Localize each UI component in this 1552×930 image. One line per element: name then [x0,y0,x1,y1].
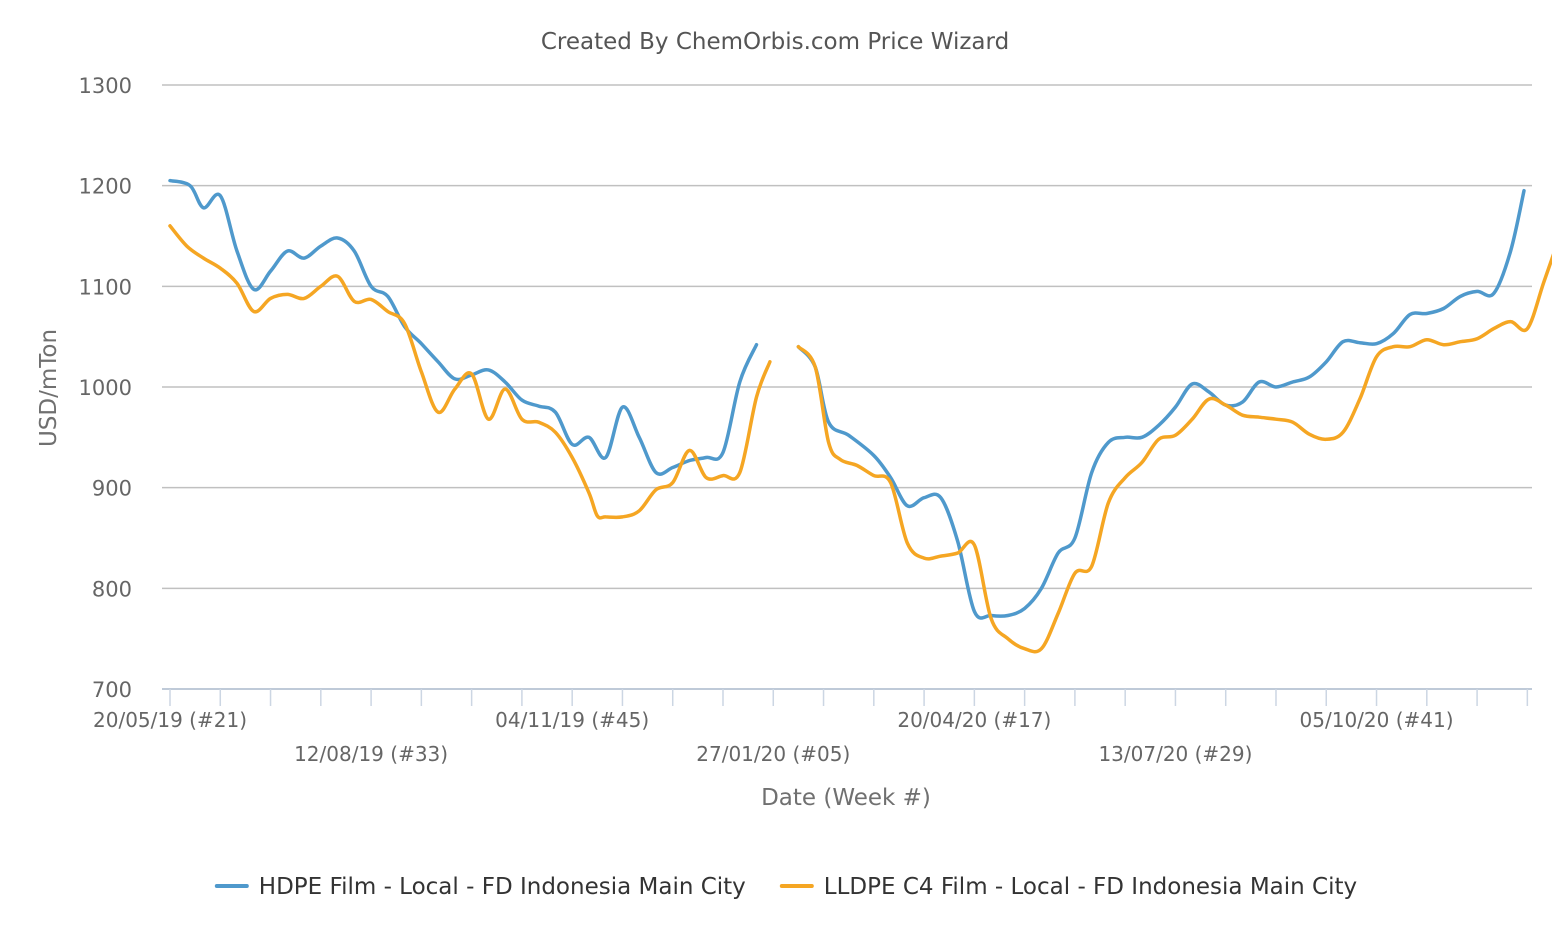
y-axis-ticks: 700 800 900 1000 1100 1200 1300 [79,74,132,702]
series-0-segment-1 [796,188,1526,620]
legend-item-0[interactable]: HDPE Film - Local - FD Indonesia Main Ci… [214,874,746,900]
grid-lines [162,84,1532,590]
legend-label: LLDPE C4 Film - Local - FD Indonesia Mai… [824,874,1357,900]
series-1-segment-0 [168,224,772,520]
y-tick-label: 1300 [79,74,132,98]
x-axis: 20/05/19 (#21) 12/08/19 (#33) 04/11/19 (#4… [93,688,1532,766]
series-line-0 [168,178,1526,620]
legend-item-1[interactable]: LLDPE C4 Film - Local - FD Indonesia Mai… [779,874,1357,900]
x-tick-label: 20/04/20 (#17) [897,708,1051,732]
y-tick-label: 700 [92,678,132,702]
x-tick-label: 27/01/20 (#05) [696,742,850,766]
y-tick-label: 800 [92,577,132,601]
x-axis-title: Date (Week #) [761,785,931,811]
x-tick-label: 20/05/19 (#21) [93,708,247,732]
legend: HDPE Film - Local - FD Indonesia Main Ci… [214,874,1357,900]
series-lines [168,178,1552,654]
legend-label: HDPE Film - Local - FD Indonesia Main Ci… [259,874,746,900]
series-0-segment-0 [168,178,759,476]
y-tick-label: 1200 [79,175,132,199]
x-tick-label: 05/10/20 (#41) [1300,708,1454,732]
y-tick-label: 1000 [79,376,132,400]
x-tick-label: 12/08/19 (#33) [294,742,448,766]
chart-title: Created By ChemOrbis.com Price Wizard [541,29,1009,55]
y-axis-title: USD/mTon [36,329,62,447]
y-tick-label: 900 [92,477,132,501]
series-1-segment-1 [796,253,1552,654]
x-tick-label: 13/07/20 (#29) [1098,742,1252,766]
x-tick-label: 04/11/19 (#45) [495,708,649,732]
series-line-1 [168,224,1552,654]
y-tick-label: 1100 [79,275,132,299]
